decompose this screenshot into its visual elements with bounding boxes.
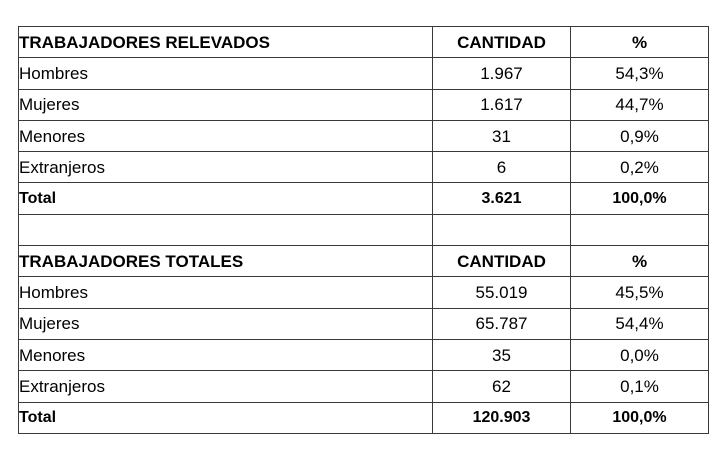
header-percent-cell: %	[570, 245, 709, 278]
table-header-row: TRABAJADORES RELEVADOS CANTIDAD %	[18, 25, 709, 59]
empty-cell	[570, 213, 709, 247]
row-label: Mujeres	[18, 307, 433, 340]
row-quantity: 65.787	[432, 307, 571, 340]
row-label: Hombres	[18, 276, 433, 309]
table-row: Menores 31 0,9%	[18, 119, 709, 153]
empty-cell	[18, 213, 433, 247]
total-quantity: 3.621	[432, 182, 571, 215]
row-label: Extranjeros	[18, 370, 433, 403]
row-quantity: 35	[432, 338, 571, 372]
workers-table: TRABAJADORES RELEVADOS CANTIDAD % Hombre…	[18, 25, 709, 434]
table-header-row: TRABAJADORES TOTALES CANTIDAD %	[18, 245, 709, 278]
total-row: Total 120.903 100,0%	[18, 401, 709, 434]
spacer-row	[18, 213, 709, 247]
total-quantity: 120.903	[432, 401, 571, 434]
header-label-cell: TRABAJADORES TOTALES	[18, 245, 433, 278]
table-row: Extranjeros 6 0,2%	[18, 151, 709, 184]
row-label: Menores	[18, 338, 433, 372]
row-percent: 0,1%	[570, 370, 709, 403]
row-percent: 54,4%	[570, 307, 709, 340]
row-percent: 0,9%	[570, 119, 709, 153]
total-label: Total	[18, 401, 433, 434]
total-row: Total 3.621 100,0%	[18, 182, 709, 215]
table-row: Mujeres 65.787 54,4%	[18, 307, 709, 340]
header-label-cell: TRABAJADORES RELEVADOS	[18, 25, 433, 59]
total-percent: 100,0%	[570, 401, 709, 434]
row-quantity: 6	[432, 151, 571, 184]
table-row: Mujeres 1.617 44,7%	[18, 88, 709, 121]
row-quantity: 1.617	[432, 88, 571, 121]
empty-cell	[432, 213, 571, 247]
header-percent-cell: %	[570, 25, 709, 59]
row-quantity: 31	[432, 119, 571, 153]
row-percent: 44,7%	[570, 88, 709, 121]
row-label: Extranjeros	[18, 151, 433, 184]
row-percent: 54,3%	[570, 57, 709, 90]
row-label: Menores	[18, 119, 433, 153]
header-quantity-cell: CANTIDAD	[432, 25, 571, 59]
row-label: Hombres	[18, 57, 433, 90]
table-row: Hombres 1.967 54,3%	[18, 57, 709, 90]
table-row: Menores 35 0,0%	[18, 338, 709, 372]
row-percent: 0,2%	[570, 151, 709, 184]
row-quantity: 55.019	[432, 276, 571, 309]
table-row: Hombres 55.019 45,5%	[18, 276, 709, 309]
header-quantity-cell: CANTIDAD	[432, 245, 571, 278]
table-row: Extranjeros 62 0,1%	[18, 370, 709, 403]
row-percent: 45,5%	[570, 276, 709, 309]
row-label: Mujeres	[18, 88, 433, 121]
row-quantity: 62	[432, 370, 571, 403]
total-label: Total	[18, 182, 433, 215]
row-percent: 0,0%	[570, 338, 709, 372]
row-quantity: 1.967	[432, 57, 571, 90]
total-percent: 100,0%	[570, 182, 709, 215]
